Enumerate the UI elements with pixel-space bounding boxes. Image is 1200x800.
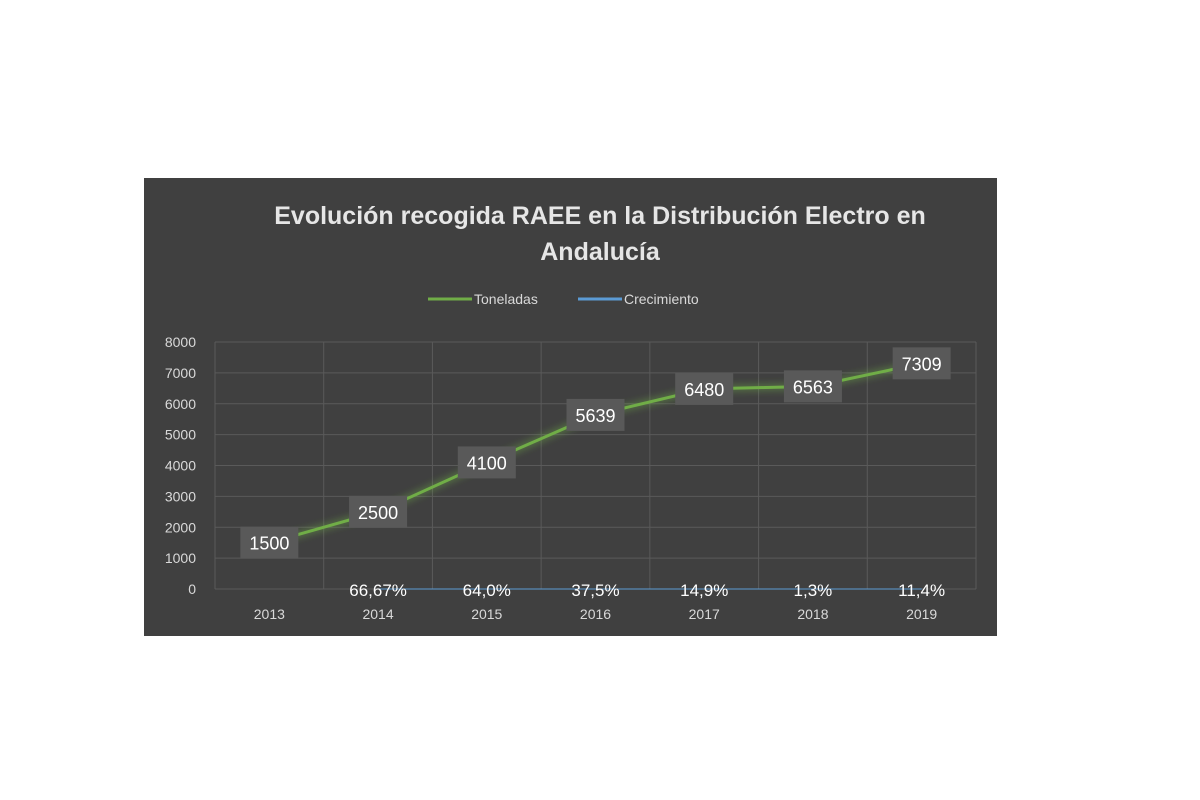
data-label-box (892, 347, 951, 380)
legend-label: Toneladas (474, 291, 538, 307)
data-label-box (349, 495, 408, 528)
data-label-toneladas: 1500 (249, 534, 289, 554)
y-tick-label: 1000 (165, 550, 196, 566)
data-label-crecimiento: 14,9% (680, 581, 728, 600)
y-tick-label: 7000 (165, 365, 196, 381)
data-label-box (675, 372, 734, 405)
y-tick-label: 0 (188, 581, 196, 597)
data-label-crecimiento: 1,3% (794, 581, 833, 600)
x-tick-label: 2013 (254, 606, 285, 622)
x-tick-label: 2016 (580, 606, 611, 622)
y-tick-label: 5000 (165, 427, 196, 443)
chart-title: Evolución recogida RAEE en la Distribuci… (0, 198, 1200, 270)
axis-layer: 0 1000 2000 3000 4000 5000 6000 7000 8000 2013 201… (165, 334, 938, 622)
data-label-toneladas: 2500 (358, 503, 398, 523)
y-tick-label: 6000 (165, 396, 196, 412)
chart-title-line-2: Andalucía (540, 238, 660, 266)
data-label-toneladas: 6480 (684, 380, 724, 400)
x-tick-label: 2019 (906, 606, 937, 622)
chart-title-line-1: Evolución recogida RAEE en la Distribuci… (274, 202, 926, 230)
x-tick-label: 2014 (362, 606, 393, 622)
data-label-box (566, 398, 625, 431)
x-tick-label: 2015 (471, 606, 502, 622)
data-label-toneladas: 6563 (793, 377, 833, 397)
data-label-box (240, 526, 299, 559)
data-label-crecimiento: 66,67% (349, 581, 407, 600)
legend: Toneladas Crecimiento (428, 291, 699, 307)
data-label-box (457, 446, 516, 479)
x-tick-label: 2018 (797, 606, 828, 622)
x-tick-label: 2017 (689, 606, 720, 622)
data-label-toneladas: 4100 (467, 453, 507, 473)
data-label-toneladas: 5639 (575, 406, 615, 426)
data-label-crecimiento: 37,5% (571, 581, 619, 600)
data-label-crecimiento: 64,0% (463, 581, 511, 600)
y-tick-label: 3000 (165, 488, 196, 504)
legend-label: Crecimiento (624, 291, 699, 307)
data-labels: 1500 2500 4100 5639 6480 6563 7309 66,67% 64,0% 3… (240, 347, 951, 600)
data-label-toneladas: 7309 (902, 354, 942, 374)
y-tick-label: 8000 (165, 334, 196, 350)
data-label-box (783, 370, 842, 403)
grid-layer (214, 341, 977, 590)
y-tick-label: 2000 (165, 519, 196, 535)
data-label-crecimiento: 11,4% (898, 581, 945, 600)
y-tick-label: 4000 (165, 458, 196, 474)
